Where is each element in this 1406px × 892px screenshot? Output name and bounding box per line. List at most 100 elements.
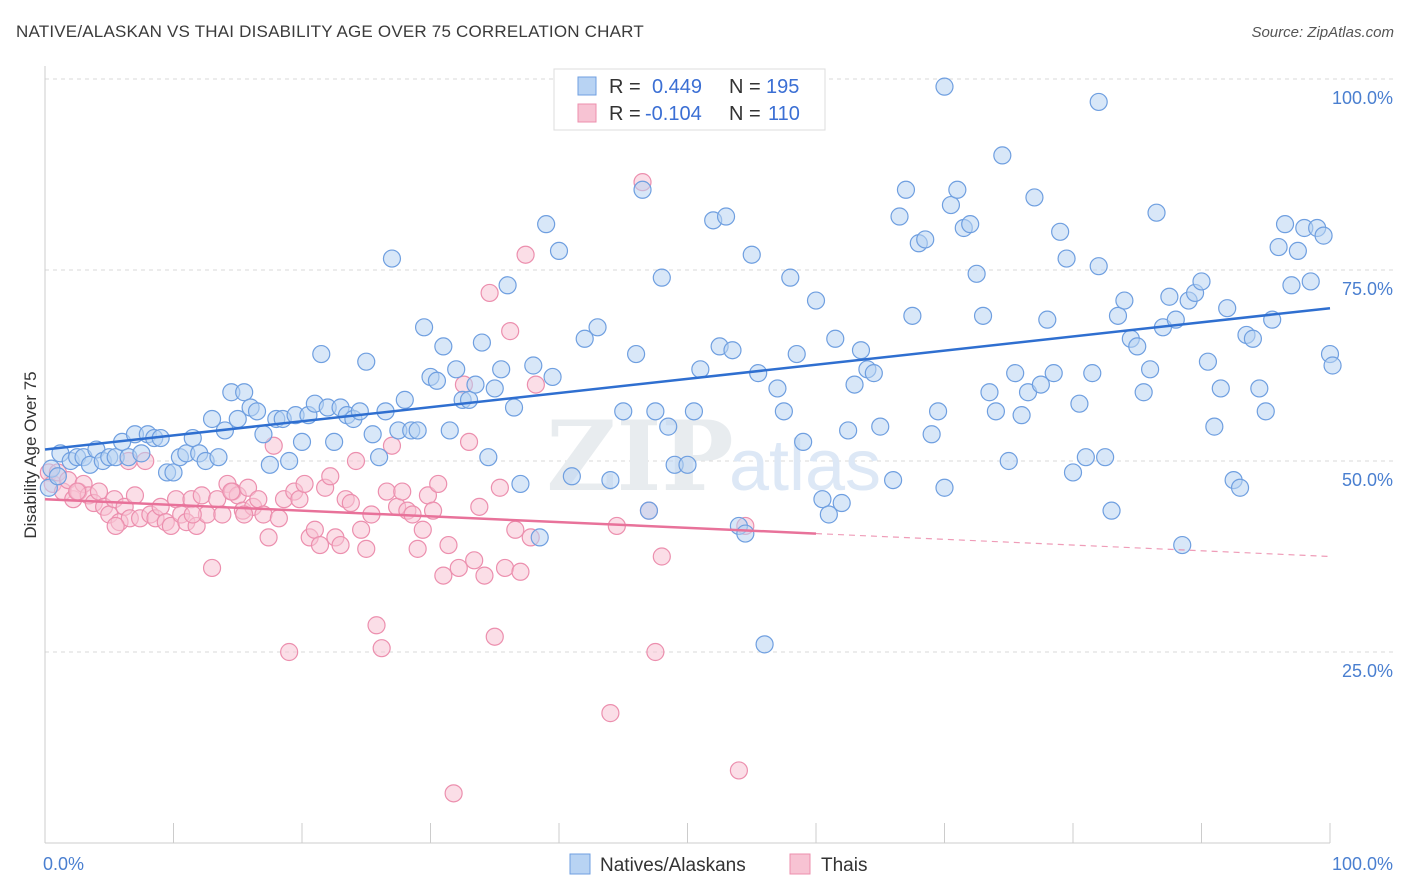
natives-point: [967, 264, 986, 283]
thais-point: [372, 639, 391, 658]
natives-point: [479, 448, 498, 467]
natives-point: [813, 490, 832, 509]
thais-point: [646, 642, 665, 662]
y-tick-label-100: 100.0%: [1332, 88, 1393, 108]
natives-point: [684, 402, 704, 421]
thais-point: [439, 535, 458, 555]
natives-point: [325, 432, 344, 451]
natives-point: [1301, 272, 1320, 291]
thais-point: [444, 784, 463, 803]
natives-point: [1108, 306, 1128, 325]
thais-point: [729, 761, 749, 780]
thais-point: [264, 436, 283, 455]
thais-point: [249, 490, 268, 509]
natives-point: [832, 493, 851, 513]
natives-point: [883, 471, 903, 490]
natives-point: [614, 402, 633, 421]
natives-point: [395, 390, 414, 409]
natives-point: [588, 318, 607, 337]
thais-point: [183, 505, 202, 524]
natives-point: [845, 375, 864, 394]
natives-point: [646, 402, 665, 421]
natives-point: [749, 364, 768, 383]
natives-point: [543, 367, 562, 387]
natives-point: [511, 474, 530, 494]
legend-n-value-2: 110: [768, 103, 800, 125]
natives-point: [1057, 249, 1076, 268]
natives-point: [1160, 287, 1179, 306]
thais-point: [202, 558, 222, 578]
natives-point: [794, 432, 813, 451]
natives-point: [1256, 402, 1275, 421]
natives-point: [961, 215, 980, 234]
natives-point: [549, 241, 569, 260]
natives-point: [1089, 257, 1108, 276]
series-legend-swatch-natives: [569, 853, 591, 875]
thais-point: [413, 520, 432, 539]
natives-point: [485, 379, 504, 398]
natives-point: [1140, 360, 1160, 379]
thais-point: [423, 501, 443, 520]
thais-point: [526, 375, 545, 394]
natives-point: [48, 467, 67, 486]
natives-point: [1102, 501, 1121, 520]
natives-point: [839, 421, 858, 440]
series-legend-label-thais: Thais: [821, 855, 867, 876]
natives-point: [504, 398, 524, 417]
x-tick-label-max: 100.0%: [1332, 854, 1393, 874]
legend-swatch-blue: [577, 76, 597, 96]
legend-n-label-2: N =: [729, 103, 761, 125]
thais-point: [449, 558, 468, 578]
thais-point: [295, 474, 314, 494]
natives-point: [633, 180, 652, 199]
thais-trendline: [44, 497, 817, 535]
thais-point: [357, 539, 376, 558]
natives-point: [1288, 241, 1307, 260]
natives-point: [312, 344, 331, 364]
natives-point: [1128, 337, 1147, 356]
natives-point: [132, 444, 151, 463]
natives-point: [1134, 383, 1153, 402]
natives-point: [819, 505, 838, 524]
natives-point: [1205, 417, 1224, 436]
thais-point: [382, 436, 402, 455]
natives-point: [787, 344, 806, 364]
natives-point: [1275, 215, 1295, 234]
legend-box: [553, 68, 826, 131]
natives-point: [986, 402, 1006, 421]
thais-point: [235, 505, 254, 524]
natives-trendline: [44, 306, 1331, 451]
thais-point: [331, 535, 350, 555]
natives-point: [639, 501, 659, 520]
thais-point: [290, 490, 309, 509]
thais-point: [470, 497, 489, 516]
thais-point: [192, 486, 211, 505]
source-label: Source: ZipAtlas.com: [1251, 24, 1394, 41]
natives-point: [1323, 356, 1342, 375]
natives-point: [292, 432, 312, 451]
natives-point: [941, 195, 961, 215]
natives-point: [530, 528, 549, 547]
natives-point: [1282, 276, 1301, 295]
thais-point: [459, 432, 479, 451]
natives-point: [466, 375, 485, 394]
thais-trendline-extension: [815, 532, 1331, 558]
natives-point: [260, 455, 279, 474]
thais-point: [475, 566, 494, 585]
legend-r-label-2: R =: [609, 103, 641, 125]
legend-r-value-1: 0.449: [652, 76, 702, 98]
natives-point: [247, 402, 267, 421]
natives-point: [164, 463, 183, 482]
natives-point: [414, 318, 434, 337]
natives-point: [806, 291, 826, 310]
natives-point: [382, 249, 402, 268]
y-tick-label-75: 75.0%: [1342, 279, 1393, 299]
natives-point: [980, 383, 999, 402]
natives-point: [1083, 364, 1102, 383]
thais-point: [377, 482, 396, 501]
natives-point: [357, 352, 376, 371]
thais-point: [151, 497, 170, 516]
thais-point: [393, 482, 412, 501]
natives-point: [1198, 352, 1218, 371]
natives-point: [1147, 203, 1166, 222]
